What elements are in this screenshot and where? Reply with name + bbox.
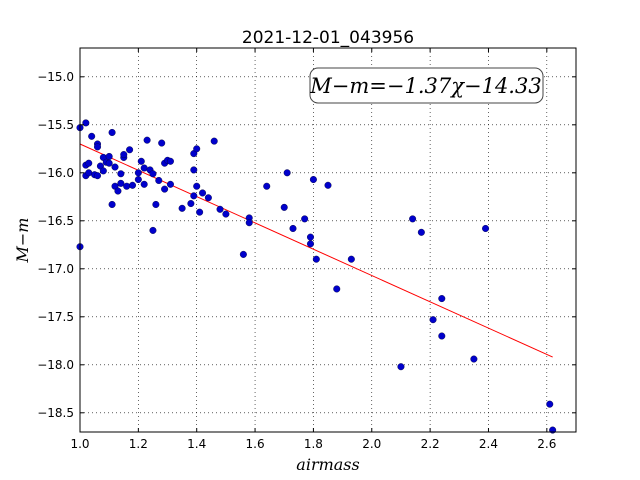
- data-point: [152, 200, 160, 208]
- data-point: [429, 316, 437, 324]
- data-point: [546, 400, 554, 408]
- data-point: [301, 215, 309, 223]
- y-tick-label: −17.0: [37, 262, 74, 276]
- data-point: [324, 181, 332, 189]
- y-tick-label: −17.5: [37, 310, 74, 324]
- data-point: [99, 167, 107, 175]
- data-point: [129, 181, 137, 189]
- data-point: [161, 185, 169, 193]
- x-tick-label: 2.6: [537, 437, 556, 451]
- fit-equation-frame: [309, 67, 544, 104]
- x-tick-label: 1.4: [187, 437, 206, 451]
- x-tick-label: 2.0: [362, 437, 381, 451]
- data-point: [333, 285, 341, 293]
- data-point: [123, 182, 131, 190]
- data-point: [105, 159, 113, 167]
- axis-ticks: [79, 48, 576, 432]
- data-point: [306, 233, 314, 241]
- data-point: [166, 180, 174, 188]
- fit-equation-box: M−m=−1.37χ−14.33: [309, 67, 544, 104]
- data-point: [82, 119, 90, 127]
- data-point: [283, 169, 291, 177]
- data-point: [397, 363, 405, 371]
- data-point: [199, 189, 207, 197]
- data-point: [245, 219, 253, 227]
- data-point: [193, 145, 201, 153]
- y-tick-label: −18.5: [37, 406, 74, 420]
- data-point: [347, 255, 355, 263]
- data-point: [108, 128, 116, 136]
- data-point: [111, 163, 119, 171]
- data-point: [409, 215, 417, 223]
- chart-title: 2021-12-01_043956: [242, 28, 414, 48]
- data-point: [210, 137, 218, 145]
- data-point: [85, 169, 93, 177]
- data-point: [438, 332, 446, 340]
- data-point: [134, 169, 142, 177]
- y-tick-label: −15.0: [37, 70, 74, 84]
- data-point: [126, 146, 134, 154]
- data-point: [289, 224, 297, 232]
- y-tick-labels: −15.0 −15.5 −16.0 −16.5 −17.0 −17.5 −18.0 −18.5: [37, 70, 74, 420]
- data-point: [417, 228, 425, 236]
- y-axis-label: M−m: [13, 218, 32, 264]
- data-point: [94, 172, 102, 180]
- data-point: [140, 180, 148, 188]
- data-point: [137, 157, 145, 165]
- y-tick-label: −15.5: [37, 118, 74, 132]
- data-point: [94, 143, 102, 151]
- data-point: [216, 205, 224, 213]
- plot-frame: [79, 47, 577, 433]
- data-point: [105, 152, 113, 160]
- data-point: [114, 187, 122, 195]
- x-tick-label: 2.2: [421, 437, 440, 451]
- data-point: [280, 203, 288, 211]
- data-point: [108, 200, 116, 208]
- x-tick-label: 1.0: [70, 437, 89, 451]
- x-tick-label: 1.6: [246, 437, 265, 451]
- y-tick-label: −16.5: [37, 214, 74, 228]
- x-tick-labels: 1.0 1.2 1.4 1.6 1.8 2.0 2.2 2.4 2.6: [70, 437, 556, 451]
- data-point: [85, 159, 93, 167]
- data-points: [76, 119, 557, 434]
- data-point: [204, 194, 212, 202]
- y-tick-label: −16.0: [37, 166, 74, 180]
- data-point: [143, 136, 151, 144]
- data-point: [306, 240, 314, 248]
- fit-equation: M−m=−1.37χ−14.33: [309, 74, 541, 98]
- data-point: [482, 224, 490, 232]
- data-point: [222, 210, 230, 218]
- data-point: [117, 170, 125, 178]
- data-point: [187, 200, 195, 208]
- data-point: [438, 295, 446, 303]
- data-point: [166, 157, 174, 165]
- data-point: [120, 151, 128, 159]
- y-tick-label: −18.0: [37, 358, 74, 372]
- x-tick-label: 1.8: [304, 437, 323, 451]
- data-point: [190, 166, 198, 174]
- data-point: [155, 176, 163, 184]
- x-tick-label: 1.2: [129, 437, 148, 451]
- data-point: [178, 204, 186, 212]
- data-point: [263, 182, 271, 190]
- data-point: [239, 250, 247, 258]
- data-point: [193, 182, 201, 190]
- data-point: [312, 255, 320, 263]
- data-point: [134, 176, 142, 184]
- data-point: [470, 355, 478, 363]
- x-tick-label: 2.4: [479, 437, 498, 451]
- data-point: [88, 132, 96, 140]
- data-point: [149, 170, 157, 178]
- data-point: [140, 164, 148, 172]
- data-point: [117, 179, 125, 187]
- data-point: [309, 176, 317, 184]
- data-point: [158, 139, 166, 147]
- data-point: [190, 192, 198, 200]
- data-point: [196, 208, 204, 216]
- grid: [79, 48, 576, 432]
- data-point: [149, 226, 157, 234]
- x-axis-label: airmass: [296, 455, 359, 474]
